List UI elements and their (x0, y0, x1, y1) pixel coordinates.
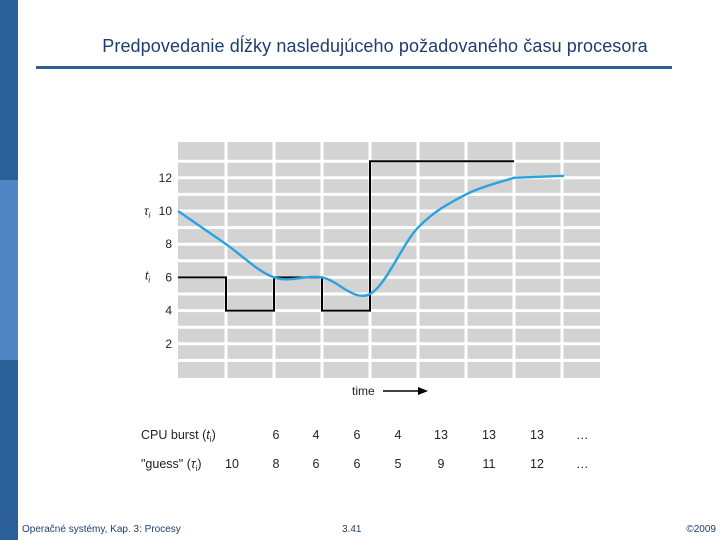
y-tick-label: 4 (165, 304, 172, 318)
cpu-burst-value: 6 (273, 428, 280, 442)
side-bar-bottom (0, 360, 18, 540)
title-rule (36, 66, 672, 69)
t-axis-label: ti (145, 268, 150, 284)
footer-copyright: ©2009 (686, 524, 716, 535)
guess-value: 9 (438, 457, 445, 471)
cpu-burst-row-label: CPU burst (ti) (141, 428, 216, 444)
y-tick-label: 6 (165, 270, 172, 284)
guess-value: 10 (225, 457, 239, 471)
cpu-burst-value: 13 (530, 428, 544, 442)
guess-value: 5 (395, 457, 402, 471)
cpu-burst-value: 6 (354, 428, 361, 442)
x-axis-label: time (352, 384, 375, 398)
time-arrow-head (418, 387, 428, 395)
cpu-burst-value: 13 (482, 428, 496, 442)
guess-row-label: "guess" (τi) (141, 457, 202, 473)
row-ellipsis: … (576, 428, 590, 442)
footer-page-number: 3.41 (342, 524, 362, 535)
cpu-burst-value: 13 (434, 428, 448, 442)
footer-course: Operačné systémy, Kap. 3: Procesy (22, 524, 181, 535)
slide-title: Predpovedanie dĺžky nasledujúceho požado… (102, 36, 648, 56)
guess-value: 6 (313, 457, 320, 471)
side-bar-middle (0, 180, 18, 360)
y-tick-label: 8 (165, 237, 172, 251)
cpu-burst-step-line (178, 160, 514, 312)
guess-curve (177, 174, 565, 297)
side-bar-top (0, 0, 18, 180)
y-tick-label: 10 (159, 204, 173, 218)
guess-value: 8 (273, 457, 280, 471)
tau-axis-label: τi (144, 204, 151, 220)
row-ellipsis: … (576, 457, 590, 471)
cpu-burst-value: 4 (395, 428, 402, 442)
guess-value: 11 (483, 457, 496, 471)
cpu-burst-value: 4 (313, 428, 320, 442)
y-tick-label: 12 (159, 171, 173, 185)
guess-value: 6 (354, 457, 361, 471)
guess-value: 12 (530, 457, 544, 471)
y-tick-label: 2 (165, 337, 172, 351)
